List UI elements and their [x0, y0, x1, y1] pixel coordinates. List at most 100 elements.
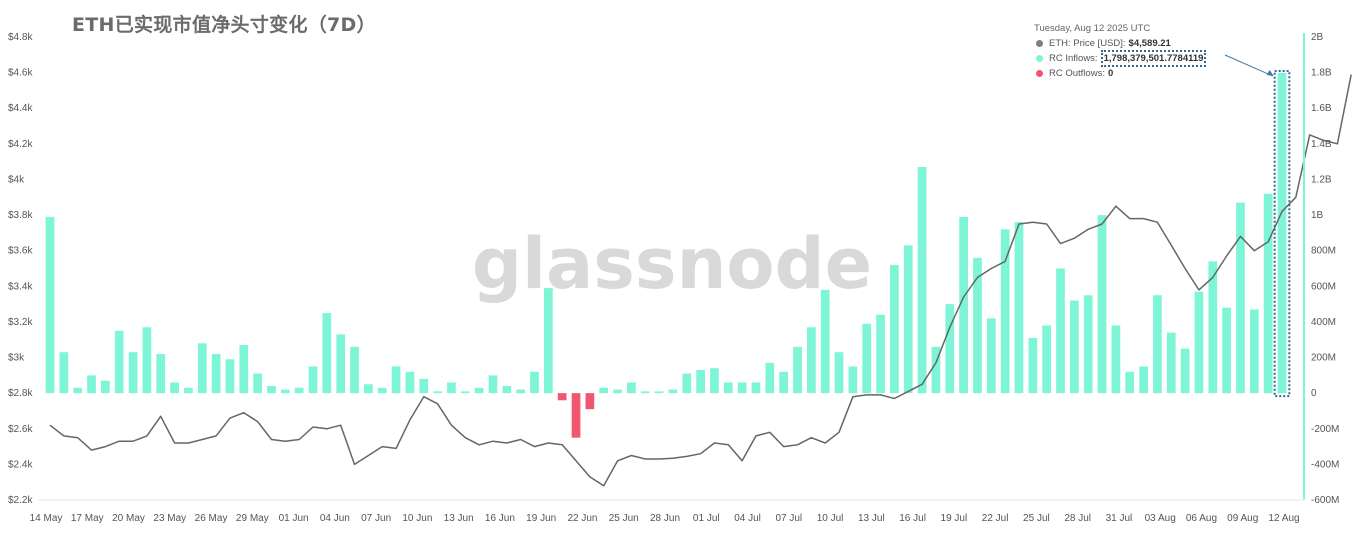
x-tick-label: 25 Jun	[609, 513, 639, 524]
left-tick-label: $4.6k	[8, 68, 33, 79]
inflow-bar	[1056, 268, 1065, 394]
tooltip-price-value: $4,589.21	[1128, 38, 1171, 49]
outflow-legend-dot	[1036, 70, 1043, 77]
watermark: glassnode	[472, 223, 872, 305]
x-tick-label: 19 Jun	[526, 513, 556, 524]
x-tick-label: 28 Jun	[650, 513, 680, 524]
outflow-bar	[571, 393, 581, 438]
inflow-bar	[1014, 222, 1024, 394]
x-tick-label: 10 Jul	[817, 513, 844, 524]
x-tick-label: 07 Jul	[775, 513, 802, 524]
x-tick-label: 23 May	[153, 513, 186, 524]
chart-title: ETH已实现市值净头寸变化（7D）	[72, 14, 376, 36]
inflow-bar	[59, 352, 69, 394]
inflow-bar	[640, 391, 650, 394]
right-tick-label: 1.8B	[1311, 68, 1332, 79]
right-axis: -600M -400M -200M 0 200M 400M 600M 800M 1B 1.2B 1.…	[1303, 32, 1339, 506]
inflow-bar	[599, 387, 609, 394]
inflow-legend-dot	[1036, 55, 1043, 62]
tooltip-outflows-label: RC Outflows:	[1049, 68, 1105, 79]
inflow-bar	[488, 375, 498, 394]
inflow-bar	[197, 343, 207, 394]
right-tick-label: -200M	[1311, 424, 1339, 435]
inflow-bar	[1236, 202, 1245, 394]
inflow-bar	[433, 391, 442, 394]
left-tick-label: $2.4k	[8, 459, 33, 470]
highlight-arrow	[1224, 54, 1273, 77]
inflow-bar	[308, 366, 318, 394]
x-tick-label: 04 Jul	[734, 513, 761, 524]
inflow-bar	[142, 327, 152, 394]
inflow-bar	[1125, 371, 1135, 394]
inflow-bar	[391, 366, 401, 394]
left-tick-label: $4.2k	[8, 139, 33, 150]
inflow-bar	[779, 371, 789, 394]
inflow-bar	[336, 334, 346, 394]
tooltip-row-outflows: RC Outflows: 0	[1034, 67, 1206, 80]
inflow-bar	[931, 346, 941, 394]
x-tick-label: 07 Jun	[361, 513, 391, 524]
inflow-bar	[447, 382, 456, 394]
inflow-bar	[239, 345, 249, 394]
inflow-bar	[322, 313, 332, 394]
outflow-bar	[557, 393, 567, 401]
highlight-box	[1273, 69, 1291, 398]
x-tick-label: 20 May	[112, 513, 145, 524]
inflow-bar	[1042, 325, 1052, 394]
inflow-bar	[474, 387, 484, 394]
x-tick-label: 26 May	[195, 513, 228, 524]
right-tick-label: 1.2B	[1311, 174, 1332, 185]
price-line	[49, 74, 1352, 487]
inflow-bar	[530, 371, 539, 394]
inflow-bar	[613, 389, 622, 394]
left-tick-label: $3.4k	[8, 281, 33, 292]
inflow-bar	[848, 366, 858, 394]
left-tick-label: $4.4k	[8, 103, 33, 114]
x-tick-label: 06 Aug	[1186, 513, 1217, 524]
inflow-bar	[1277, 72, 1287, 394]
right-tick-label: 800M	[1311, 246, 1336, 257]
bars	[45, 72, 1287, 438]
arrow-head	[1266, 69, 1274, 76]
inflow-bar	[973, 257, 982, 394]
x-tick-label: 28 Jul	[1064, 513, 1091, 524]
inflow-bar	[751, 382, 761, 394]
inflow-bar	[211, 353, 221, 394]
inflow-bar	[793, 346, 802, 394]
x-tick-label: 14 May	[30, 513, 63, 524]
right-tick-label: 200M	[1311, 353, 1336, 364]
price-series-line	[49, 74, 1352, 487]
outflow-bar	[585, 393, 595, 410]
inflow-bar	[101, 380, 110, 394]
x-tick-label: 03 Aug	[1145, 513, 1176, 524]
inflow-bar	[502, 386, 512, 394]
inflow-bar	[1070, 300, 1079, 394]
inflow-bar	[765, 362, 775, 394]
inflow-bar	[543, 288, 553, 394]
x-tick-label: 16 Jul	[899, 513, 926, 524]
tooltip-outflows-value: 0	[1107, 68, 1114, 79]
inflow-bar	[156, 353, 166, 394]
right-tick-label: 1.4B	[1311, 139, 1332, 150]
inflow-bar	[1263, 193, 1273, 394]
inflow-bar	[1083, 295, 1093, 394]
inflow-bar	[87, 375, 96, 394]
left-tick-label: $2.2k	[8, 495, 33, 506]
inflow-bar	[696, 370, 705, 394]
inflow-bar	[1222, 307, 1231, 394]
inflow-bar	[862, 323, 872, 394]
x-tick-label: 31 Jul	[1106, 513, 1133, 524]
x-tick-label: 01 Jun	[279, 513, 309, 524]
price-legend-dot	[1036, 40, 1043, 47]
right-tick-label: 600M	[1311, 281, 1336, 292]
x-tick-label: 09 Aug	[1227, 513, 1258, 524]
inflow-bar	[460, 391, 470, 394]
inflow-bar	[654, 391, 664, 394]
x-tick-label: 12 Aug	[1268, 513, 1299, 524]
inflow-bar	[820, 289, 830, 394]
inflow-bar	[170, 382, 179, 394]
inflow-bar	[834, 352, 844, 394]
x-tick-label: 16 Jun	[485, 513, 515, 524]
left-tick-label: $4k	[8, 174, 25, 185]
